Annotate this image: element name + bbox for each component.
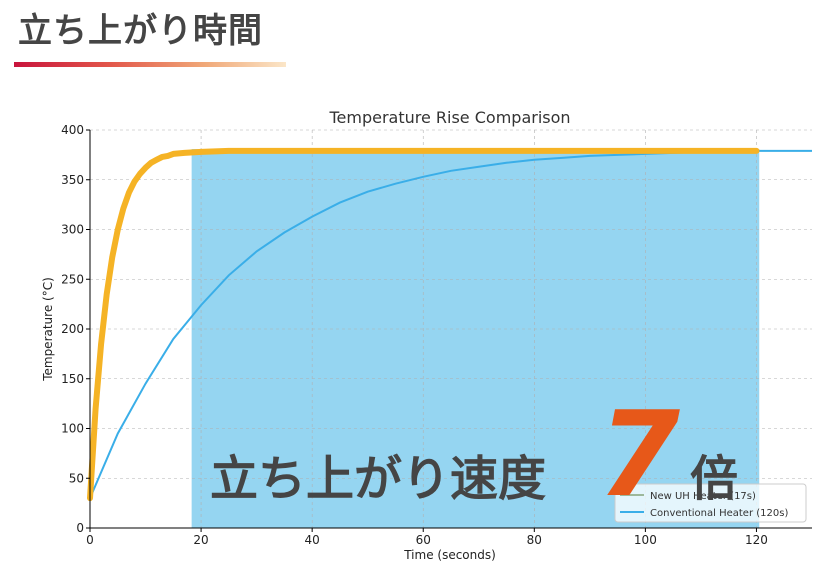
speed-factor: 7	[598, 385, 681, 523]
y-tick-label: 0	[76, 521, 84, 535]
tick-labels: 0 20 40 60 80 100 120 0 50 100 150 200 250 300 350 400	[61, 123, 768, 547]
grid-lines	[90, 129, 812, 528]
x-axis-label: Time (seconds)	[403, 548, 496, 562]
y-tick-label: 200	[61, 322, 84, 336]
y-tick-label: 250	[61, 272, 84, 286]
legend: New UH Heater (17s) Conventional Heater …	[614, 483, 807, 523]
times-suffix: 倍	[690, 451, 739, 507]
y-tick-label: 350	[61, 173, 84, 187]
rise-speed-label: 立ち上がり速度	[210, 451, 547, 507]
axes	[86, 129, 812, 532]
chart-title: Temperature Rise Comparison	[328, 108, 570, 127]
x-tick-label: 20	[193, 533, 208, 547]
x-tick-label: 40	[305, 533, 320, 547]
y-axis-label: Temperature (°C)	[41, 277, 55, 382]
y-tick-label: 300	[61, 223, 84, 237]
y-tick-label: 150	[61, 372, 84, 386]
x-tick-label: 80	[527, 533, 542, 547]
x-tick-label: 60	[416, 533, 431, 547]
x-tick-label: 100	[634, 533, 657, 547]
new-uh-heater-line	[87, 147, 760, 502]
shaded-region	[191, 149, 760, 528]
x-tick-label: 0	[86, 533, 94, 547]
legend-label-new-uh: New UH Heater (17s)	[650, 491, 756, 502]
y-tick-label: 100	[61, 422, 84, 436]
y-tick-label: 50	[69, 471, 84, 485]
legend-label-conventional: Conventional Heater (120s)	[650, 508, 788, 519]
page-title: 立ち上がり時間	[18, 11, 263, 51]
title-underline	[14, 62, 286, 67]
x-tick-label: 120	[745, 533, 768, 547]
y-tick-label: 400	[61, 123, 84, 137]
legend-box	[614, 483, 807, 523]
